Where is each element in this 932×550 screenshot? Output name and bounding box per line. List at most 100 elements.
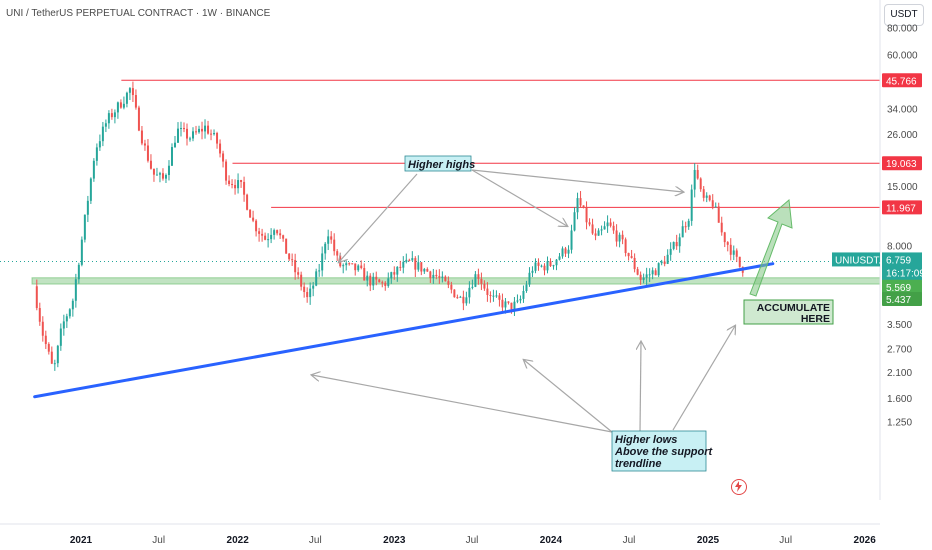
candle-down (228, 175, 231, 187)
current-price-tag (882, 252, 922, 281)
candle-body (708, 195, 711, 201)
bar-countdown: 16:17:09 (886, 268, 925, 279)
higher-lows-arrow (672, 326, 735, 431)
candle-body (462, 296, 465, 304)
candle-body (636, 269, 639, 275)
candle-body (594, 233, 597, 236)
candle-down (585, 201, 588, 230)
candle-body (345, 263, 348, 266)
candle-up (690, 184, 693, 226)
candle-down (354, 263, 357, 276)
candle-up (669, 242, 672, 261)
candle-up (80, 236, 83, 267)
candle-body (474, 274, 477, 287)
candle-body (504, 301, 507, 308)
higher-highs-box[interactable] (404, 155, 472, 172)
candle-body (306, 292, 309, 298)
candle-body (98, 141, 101, 148)
candle-body (570, 230, 573, 250)
candle-body (654, 270, 657, 276)
candle-down (381, 280, 384, 288)
candle-body (210, 133, 213, 135)
candle-body (411, 258, 414, 261)
accumulate-box[interactable] (743, 299, 834, 325)
candle-up (570, 224, 573, 254)
candle-body (342, 265, 345, 267)
candle-body (696, 169, 699, 179)
candle-down (717, 202, 720, 223)
candle-up (732, 245, 735, 261)
zone-bottom-tag-text: 5.437 (886, 295, 911, 306)
candle-up (687, 218, 690, 230)
candle-down (543, 263, 546, 276)
candle-body (675, 242, 678, 247)
candle-body (207, 125, 210, 134)
currency-button[interactable]: USDT (884, 4, 924, 26)
candle-body (213, 133, 216, 135)
candle-down (249, 209, 252, 218)
candle-up (657, 262, 660, 278)
candle-down (582, 205, 585, 209)
candle-up (173, 135, 176, 149)
candle-body (44, 335, 47, 345)
candle-down (675, 234, 678, 250)
candle-body (672, 242, 675, 249)
candle-body (47, 344, 50, 352)
candle-down (384, 281, 387, 291)
candle-body (522, 291, 525, 299)
candle-body (282, 235, 285, 239)
candle-up (98, 134, 101, 151)
candle-body (393, 272, 396, 275)
candle-body (167, 165, 170, 175)
candle-up (324, 241, 327, 260)
support-trendline[interactable] (33, 262, 775, 399)
candle-down (246, 193, 249, 211)
candle-body (92, 160, 95, 179)
candle-down (498, 292, 501, 307)
candle-body (216, 133, 219, 144)
candle-up (342, 263, 345, 274)
candle-up (128, 87, 131, 101)
higher-highs-arrow (471, 169, 683, 192)
candle-body (717, 206, 720, 223)
candle-body (666, 254, 669, 264)
candle-up (315, 268, 318, 287)
candle-up (321, 246, 324, 277)
candle-body (189, 138, 192, 140)
candle-body (80, 239, 83, 265)
candle-up (270, 228, 273, 244)
candle-down (294, 253, 297, 280)
candle-body (134, 95, 137, 108)
y-tick-label: 3.500 (887, 320, 912, 331)
candle-body (738, 256, 741, 267)
candle-up (387, 272, 390, 288)
chart-title: UNI / TetherUS PERPETUAL CONTRACT · 1W ·… (6, 8, 271, 19)
flash-icon[interactable] (731, 479, 747, 495)
candle-body (50, 351, 53, 364)
candle-body (140, 130, 143, 144)
x-tick-label: 2023 (383, 535, 406, 546)
candle-down (408, 258, 411, 262)
candle-body (297, 272, 300, 275)
candle-down (201, 121, 204, 140)
candle-body (321, 253, 324, 271)
candle-body (558, 256, 561, 260)
candle-up (681, 220, 684, 238)
candle-body (492, 295, 495, 297)
candle-down (41, 316, 44, 342)
candle-body (309, 288, 312, 298)
candle-body (128, 88, 131, 93)
candle-up (357, 264, 360, 272)
projection-arrow (749, 199, 793, 297)
candle-down (450, 281, 453, 294)
candle-up (597, 228, 600, 236)
candle-down (240, 179, 243, 188)
candle-body (429, 271, 432, 279)
candle-up (411, 251, 414, 261)
candle-body (597, 230, 600, 236)
candle-body (498, 295, 501, 300)
candle-down (303, 282, 306, 298)
candle-up (606, 215, 609, 233)
higher-lows-box[interactable] (611, 430, 707, 472)
